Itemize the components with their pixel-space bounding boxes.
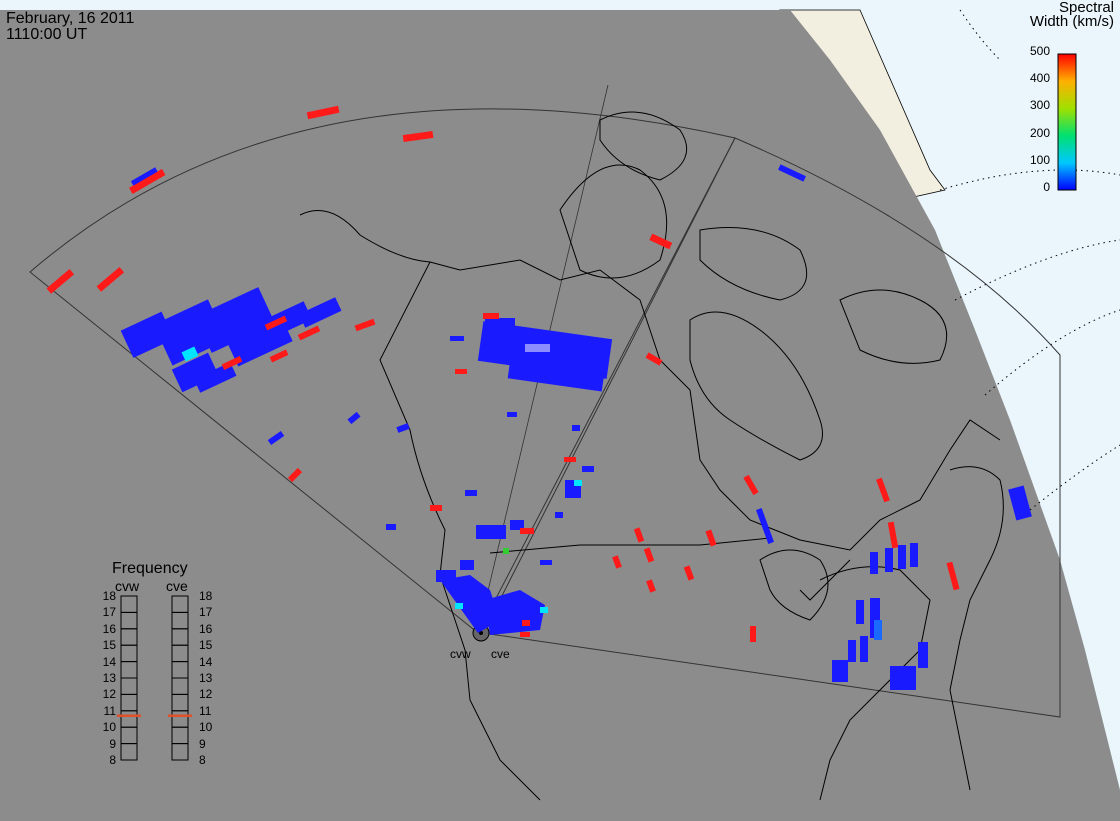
frequency-scale-right: 16 bbox=[199, 621, 213, 636]
map-time: 1110:00 UT bbox=[6, 26, 88, 43]
frequency-scale-left: 14 bbox=[102, 654, 116, 669]
frequency-scale-right: 8 bbox=[199, 753, 206, 767]
frequency-scale-right: 13 bbox=[199, 671, 213, 685]
frequency-scale-left: 11 bbox=[103, 703, 116, 718]
colorbar-tick-label: 100 bbox=[1029, 152, 1050, 167]
map-date: February, 16 2011 bbox=[6, 10, 135, 27]
frequency-scale-left: 10 bbox=[102, 720, 116, 735]
radar-label-cvw: cvw bbox=[450, 647, 471, 661]
map-background bbox=[0, 10, 1120, 821]
frequency-scale-left: 13 bbox=[102, 671, 116, 685]
frequency-scale-left: 9 bbox=[109, 736, 116, 751]
colorbar-tick-label: 400 bbox=[1029, 71, 1050, 86]
colorbar-title-line1: Spectral bbox=[1058, 0, 1114, 16]
colorbar-tick-label: 0 bbox=[1043, 180, 1050, 194]
frequency-scale-left: 18 bbox=[102, 589, 116, 603]
frequency-scale-right: 11 bbox=[199, 703, 212, 718]
frequency-title: Frequency bbox=[112, 560, 188, 577]
frequency-radar-cve: cve bbox=[166, 578, 188, 594]
colorbar-tick-label: 200 bbox=[1029, 125, 1050, 140]
backscatter-central bbox=[450, 164, 806, 417]
frequency-scale-left: 8 bbox=[109, 753, 116, 767]
frequency-radar-cvw: cvw bbox=[115, 578, 140, 594]
coastlines bbox=[299, 111, 1004, 801]
backscatter-east bbox=[612, 474, 1032, 690]
frequency-scale-left: 16 bbox=[102, 621, 116, 636]
latitude-circles bbox=[939, 9, 1120, 511]
colorbar-tick-label: 500 bbox=[1029, 44, 1050, 58]
colorbar-title-line2: Width (km/s) bbox=[1029, 13, 1114, 30]
colorbar-tick-label: 300 bbox=[1029, 98, 1050, 113]
frequency-scale-right: 17 bbox=[199, 605, 213, 620]
frequency-scale-right: 12 bbox=[199, 687, 213, 702]
backscatter-west bbox=[46, 105, 434, 483]
frequency-scale-left: 15 bbox=[102, 638, 116, 653]
backscatter-near bbox=[386, 425, 594, 637]
frequency-scale-left: 12 bbox=[102, 687, 116, 702]
radar-label-cve: cve bbox=[491, 647, 510, 661]
frequency-scale-right: 15 bbox=[199, 638, 213, 653]
frequency-scale-right: 18 bbox=[199, 589, 213, 603]
frequency-scale-right: 14 bbox=[199, 654, 213, 669]
frequency-scale-right: 10 bbox=[199, 720, 213, 735]
frequency-scale-left: 17 bbox=[102, 605, 116, 620]
radar-site-dot bbox=[479, 631, 483, 635]
frequency-scale-right: 9 bbox=[199, 736, 206, 751]
